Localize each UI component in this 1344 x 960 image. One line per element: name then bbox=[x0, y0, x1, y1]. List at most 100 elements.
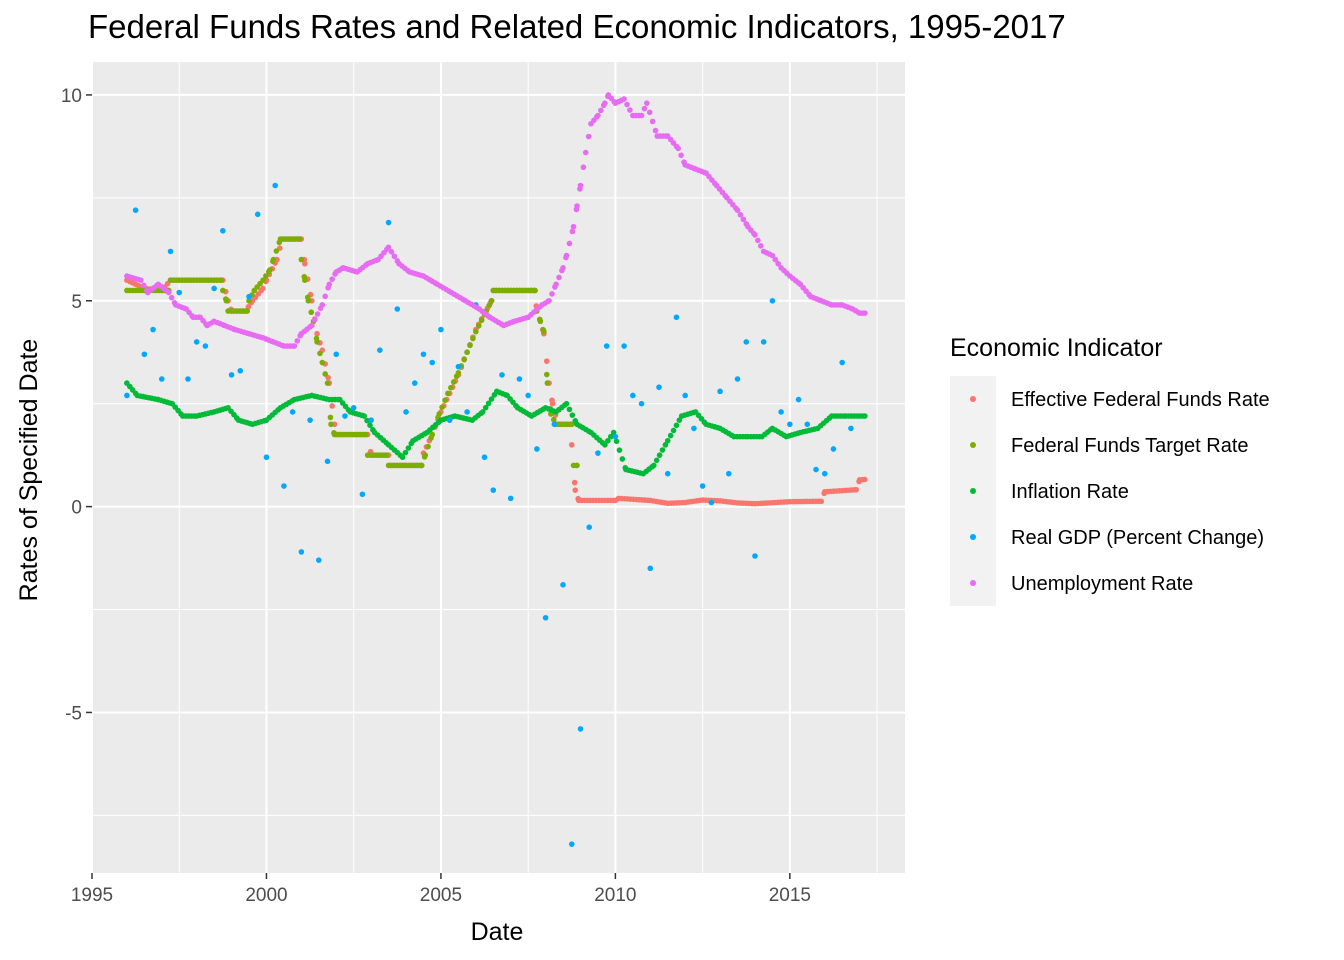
data-point bbox=[488, 297, 495, 304]
data-point bbox=[572, 487, 579, 493]
data-point bbox=[399, 454, 406, 461]
data-point bbox=[388, 249, 395, 255]
data-point bbox=[630, 392, 636, 399]
data-point bbox=[616, 447, 623, 453]
data-point bbox=[327, 414, 334, 421]
data-point bbox=[550, 416, 557, 423]
legend-key bbox=[970, 580, 976, 586]
data-point bbox=[165, 289, 172, 296]
legend-key bbox=[970, 396, 976, 402]
data-point bbox=[350, 405, 357, 411]
data-point bbox=[752, 553, 758, 559]
data-point bbox=[486, 302, 493, 309]
data-point bbox=[734, 376, 741, 382]
data-point bbox=[298, 549, 305, 555]
data-point bbox=[804, 421, 811, 428]
data-point bbox=[482, 404, 489, 411]
legend-key bbox=[970, 534, 976, 540]
data-point bbox=[485, 400, 492, 407]
data-point bbox=[595, 112, 601, 119]
data-point bbox=[525, 392, 531, 399]
data-point bbox=[402, 449, 409, 456]
data-point bbox=[603, 343, 610, 349]
legend-label: Unemployment Rate bbox=[1011, 573, 1193, 595]
data-point bbox=[678, 152, 684, 159]
data-point bbox=[324, 380, 331, 386]
data-point bbox=[223, 297, 230, 304]
data-point bbox=[141, 351, 148, 358]
data-point bbox=[737, 211, 744, 218]
data-point bbox=[755, 237, 761, 244]
data-point bbox=[585, 133, 592, 140]
data-point bbox=[314, 339, 320, 345]
data-point bbox=[542, 614, 549, 621]
data-point bbox=[667, 432, 674, 439]
data-point bbox=[480, 409, 486, 415]
data-point bbox=[569, 228, 576, 235]
data-point bbox=[577, 726, 584, 732]
data-point bbox=[319, 359, 326, 366]
data-point bbox=[438, 326, 444, 333]
x-tick-label: 2015 bbox=[769, 885, 811, 906]
data-point bbox=[273, 248, 280, 254]
y-tick-label: 0 bbox=[71, 498, 82, 519]
data-point bbox=[394, 306, 401, 312]
data-point bbox=[670, 427, 677, 434]
data-point bbox=[656, 384, 662, 391]
data-point bbox=[368, 417, 374, 423]
data-point bbox=[448, 384, 454, 391]
x-axis-title: Date bbox=[471, 918, 524, 946]
data-point bbox=[627, 107, 633, 113]
data-point bbox=[314, 311, 321, 317]
data-point bbox=[691, 425, 697, 432]
data-point bbox=[193, 339, 200, 345]
data-point bbox=[647, 565, 654, 572]
series bbox=[124, 92, 868, 349]
data-point bbox=[862, 476, 868, 483]
chart-title: Federal Funds Rates and Related Economic… bbox=[88, 8, 1066, 45]
data-point bbox=[429, 359, 436, 366]
x-tick-label: 2000 bbox=[245, 885, 287, 906]
data-point bbox=[314, 330, 320, 337]
data-point bbox=[621, 96, 627, 102]
legend: Economic Indicator Effective Federal Fun… bbox=[950, 334, 1270, 606]
data-point bbox=[237, 367, 244, 374]
data-point bbox=[543, 358, 550, 364]
series bbox=[124, 182, 854, 847]
data-point bbox=[682, 392, 688, 399]
data-point bbox=[821, 470, 828, 477]
data-point bbox=[673, 422, 680, 429]
data-point bbox=[813, 466, 819, 473]
data-point bbox=[260, 285, 266, 292]
data-point bbox=[455, 370, 462, 376]
data-point bbox=[363, 431, 369, 438]
data-point bbox=[324, 458, 331, 465]
data-point bbox=[676, 417, 683, 423]
data-point bbox=[568, 442, 575, 448]
grid-minor bbox=[92, 62, 905, 873]
data-point bbox=[311, 316, 318, 323]
data-point bbox=[664, 437, 671, 444]
data-point bbox=[582, 149, 589, 156]
data-point bbox=[568, 841, 575, 847]
data-point bbox=[377, 347, 383, 353]
data-point bbox=[605, 437, 611, 444]
legend-key bbox=[970, 442, 976, 448]
data-point bbox=[326, 281, 333, 288]
data-point bbox=[818, 498, 825, 505]
data-point bbox=[478, 317, 485, 324]
data-point bbox=[385, 219, 392, 226]
data-point bbox=[281, 483, 287, 489]
data-point bbox=[361, 413, 367, 419]
data-point bbox=[254, 211, 261, 218]
data-point bbox=[405, 445, 412, 451]
data-point bbox=[574, 203, 580, 209]
data-point bbox=[298, 256, 305, 263]
plot-panel bbox=[92, 62, 905, 873]
data-point bbox=[602, 442, 608, 448]
data-point bbox=[673, 314, 680, 321]
data-point bbox=[752, 232, 758, 238]
data-point bbox=[291, 343, 298, 349]
data-point bbox=[328, 421, 334, 428]
